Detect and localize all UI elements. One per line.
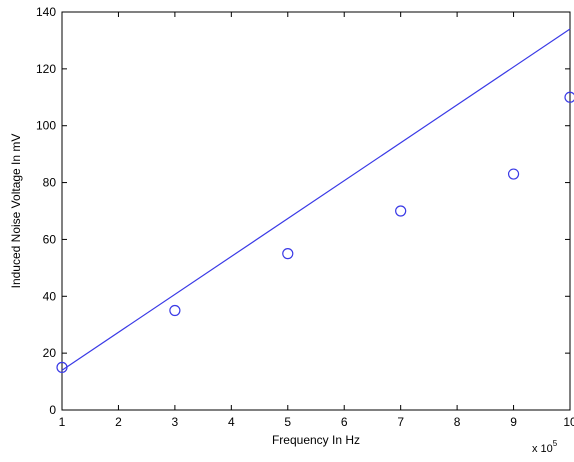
y-tick-label: 140	[36, 5, 56, 19]
data-point	[169, 304, 181, 317]
x-tick-label: 10	[563, 415, 574, 429]
x-tick-label: 6	[341, 415, 348, 429]
x-multiplier: x 105	[532, 439, 558, 455]
x-tick-label: 9	[510, 415, 517, 429]
x-tick-label: 7	[397, 415, 404, 429]
data-point	[564, 91, 574, 103]
y-tick-label: 60	[43, 232, 57, 246]
y-tick-label: 20	[43, 346, 57, 360]
x-tick-label: 4	[228, 415, 235, 429]
axis-ticks	[61, 11, 571, 411]
data-point	[282, 248, 294, 260]
x-tick-label: 8	[454, 415, 461, 429]
x-tick-label: 3	[172, 415, 179, 429]
y-tick-label: 100	[36, 119, 56, 133]
y-tick-label: 120	[36, 62, 56, 76]
plot-area	[61, 11, 571, 411]
x-multiplier-base: x 10	[532, 443, 553, 455]
y-tick-label: 40	[43, 289, 57, 303]
x-tick-label: 2	[115, 415, 122, 429]
series-layer	[56, 28, 574, 373]
x-tick-label: 1	[59, 415, 66, 429]
fit-line	[61, 28, 571, 371]
y-tick-label: 80	[43, 176, 57, 190]
x-tick-labels: 1 2 3 4 5 6 7 8 9 10	[59, 415, 574, 429]
x-axis-label: Frequency In Hz	[272, 433, 360, 447]
data-point	[507, 168, 520, 180]
y-axis-label: Induced Noise Voltage In mV	[9, 134, 23, 289]
x-multiplier-exponent: 5	[553, 439, 558, 448]
x-tick-label: 5	[284, 415, 291, 429]
y-tick-label: 0	[49, 403, 56, 417]
y-tick-labels: 0 20 40 60 80 100 120 140	[36, 5, 56, 417]
data-point	[395, 205, 407, 217]
